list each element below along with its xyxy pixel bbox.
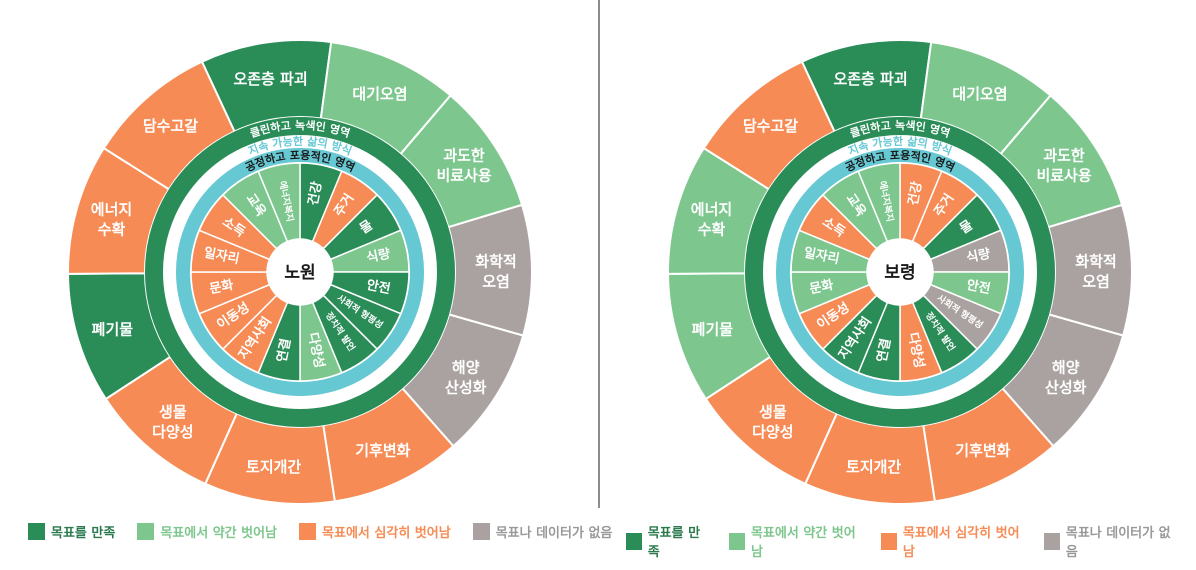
divider [598,0,600,508]
legend-label: 목표나 데이터가 없음 [1065,526,1171,560]
outer-segment-label: 오존층 파괴 [233,70,307,88]
legend-item: 목표나 데이터가 없음 [472,522,613,541]
outer-segment-label: 해양 산성화 [1045,359,1087,397]
inner-segment [857,162,901,243]
social-ring [176,148,424,396]
outer-segment-label: 폐기물 [692,321,734,339]
outer-segment-label: 화학적 오염 [475,252,516,290]
outer-segment-label: 폐기물 [92,321,134,339]
outer-segment-label: 생물 다양성 [152,403,193,441]
legend-swatch [472,523,490,540]
region-name: 노원 [284,263,315,283]
inner-segment-label: 문화 [208,277,235,297]
outer-segment-label: 생물 다양성 [752,403,793,441]
legend-item: 목표를 만족 [626,522,707,560]
inner-segment-label: 건강 [305,180,325,207]
inner-segment-label: 안전 [365,277,392,297]
center-circle [868,240,932,304]
inner-segment-label: 일자리 [202,245,240,268]
legend-swatch [729,532,745,550]
outer-segment-label: 기후변화 [955,442,1010,460]
outer-segment-label: 오존층 파괴 [833,70,907,88]
inner-segment-label: 다양성 [305,331,328,369]
inner-segment-label: 안전 [965,277,992,297]
outer-segment-label: 대기오염 [352,85,407,103]
inner-segment-label: 다양성 [905,331,928,369]
outer-segment-label: 담수고갈 [143,117,198,135]
legend-item: 목표나 데이터가 없음 [1044,522,1174,560]
center-circle [268,240,332,304]
outer-segment-label: 토지개간 [246,458,301,476]
legend-item: 목표에서 약간 벗어남 [137,522,277,541]
legend-item: 목표에서 약간 벗어남 [729,522,859,560]
inner-segment-label: 연결 [274,337,294,364]
outer-segment-label: 화학적 오염 [1075,252,1116,290]
legend-swatch [626,532,642,550]
social-ring [776,148,1024,396]
legend-item: 목표에서 심각히 벗어남 [299,522,451,541]
legend-label: 목표에서 심각히 벗어남 [322,526,451,541]
legend-label: 목표를 만족 [647,526,701,560]
legend-label: 목표에서 약간 벗어남 [160,526,278,541]
legend-item: 목표를 만족 [28,522,115,541]
outer-segment-label: 에너지 수확 [91,200,132,238]
outer-segment-label: 해양 산성화 [445,359,487,397]
legend-swatch [1044,532,1060,550]
legend-swatch [881,532,897,550]
ecological-ring [145,117,455,427]
inner-segment-label: 식량 [365,246,392,266]
inner-segment-label: 연결 [874,337,894,364]
outer-segment-label: 대기오염 [952,85,1007,103]
outer-segment-label: 에너지 수확 [691,200,732,238]
legend-label: 목표에서 약간 벗어남 [750,526,856,560]
outer-segment-label: 담수고갈 [743,117,798,135]
legend-item: 목표에서 심각히 벗어남 [881,522,1022,560]
inner-segment-label: 건강 [905,180,925,207]
inner-segment-label: 일자리 [802,245,840,268]
ecological-ring [745,117,1055,427]
inner-segment-label: 문화 [808,277,835,297]
legend-left: 목표를 만족 목표에서 약간 벗어남 목표에서 심각히 벗어남 목표나 데이터가 없음 [28,522,634,541]
inner-segment [257,162,301,243]
inner-segment-label: 식량 [965,246,992,266]
legend-swatch [28,523,45,540]
legend-right: 목표를 만족 목표에서 약간 벗어남 목표에서 심각히 벗어남 목표나 데이터가 없음 [626,522,1196,560]
outer-segment-label: 과도한 비료사용 [1036,147,1091,185]
legend-label: 목표를 만족 [51,526,116,541]
legend-swatch [137,523,155,540]
legend-label: 목표에서 심각히 벗어남 [902,526,1020,560]
legend-label: 목표나 데이터가 없음 [495,526,613,541]
region-name: 보령 [884,262,915,283]
outer-segment-label: 기후변화 [355,442,410,460]
outer-segment-label: 과도한 비료사용 [436,147,491,185]
outer-segment-label: 토지개간 [846,458,901,476]
legend-swatch [299,523,317,540]
